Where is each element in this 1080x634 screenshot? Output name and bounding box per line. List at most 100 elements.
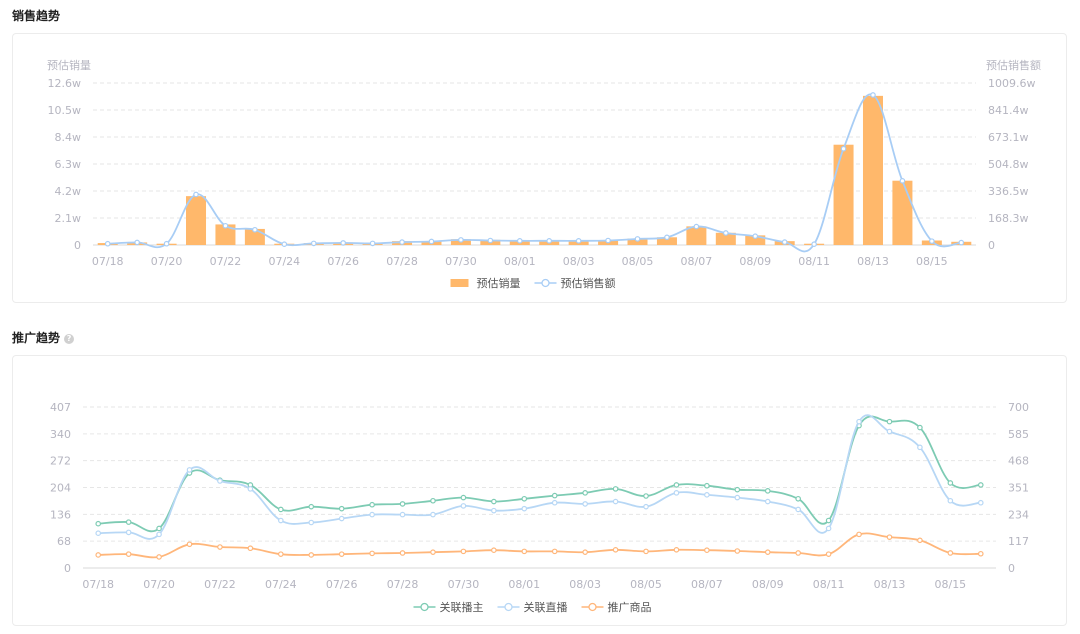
bar (186, 196, 207, 245)
series-line (98, 532, 981, 559)
data-point (886, 428, 893, 435)
bar (862, 95, 883, 245)
data-point (125, 519, 132, 525)
data-point (704, 492, 710, 498)
x-tick-label: 08/03 (563, 255, 595, 268)
right-tick-label: 700 (1008, 401, 1029, 414)
data-point (430, 549, 436, 555)
data-point (704, 482, 710, 489)
right-tick-label: 468 (1008, 455, 1029, 468)
data-point (217, 544, 223, 550)
data-point (156, 525, 162, 532)
data-point (693, 223, 700, 230)
data-point (734, 494, 741, 501)
data-point (104, 240, 111, 247)
data-point (186, 467, 193, 473)
legend-marker (420, 602, 429, 612)
data-point (764, 549, 771, 555)
right-tick-label: 504.8w (988, 158, 1029, 171)
x-tick-label: 07/22 (210, 255, 242, 268)
x-tick-label: 08/09 (739, 255, 771, 268)
data-point (673, 547, 680, 553)
x-tick-label: 08/07 (681, 255, 713, 268)
data-point (551, 548, 558, 555)
data-point (840, 145, 847, 152)
data-point (977, 482, 984, 488)
data-point (612, 486, 619, 492)
data-point (369, 511, 375, 518)
data-point (340, 240, 346, 246)
data-point (369, 240, 376, 247)
x-tick-label: 08/03 (569, 578, 601, 591)
data-point (825, 551, 832, 557)
right-tick-label: 117 (1008, 535, 1029, 548)
legend-label: 预估销售额 (561, 276, 616, 290)
data-point (369, 501, 375, 508)
bar (215, 224, 236, 245)
data-point (95, 552, 102, 558)
data-point (430, 497, 436, 504)
right-axis-title: 预估销售额 (986, 58, 1041, 72)
data-point (856, 531, 862, 538)
bar (686, 226, 707, 245)
data-point (643, 493, 649, 499)
data-point (491, 507, 497, 514)
data-point (575, 238, 582, 244)
data-point (704, 547, 710, 553)
data-point (156, 531, 162, 538)
data-point (222, 222, 229, 229)
data-point (605, 237, 611, 244)
help-icon[interactable]: ? (64, 333, 75, 344)
data-point (643, 548, 649, 555)
left-tick-label: 2.1w (55, 212, 82, 225)
data-point (308, 519, 315, 526)
data-point (156, 554, 162, 560)
bar (244, 228, 265, 245)
data-point (338, 505, 345, 512)
data-point (582, 549, 588, 555)
data-point (308, 503, 315, 510)
left-tick-label: 0 (64, 562, 71, 575)
left-tick-label: 12.6w (48, 77, 82, 90)
x-tick-label: 07/24 (265, 578, 297, 591)
bar (833, 144, 854, 245)
legend-label: 预估销量 (477, 276, 521, 290)
legend-item: 推广商品 (581, 600, 652, 614)
legend-label: 关联直播 (524, 600, 568, 614)
bar (892, 180, 913, 245)
series-line (98, 414, 981, 540)
x-tick-label: 07/20 (143, 578, 175, 591)
data-point (673, 490, 680, 496)
right-tick-label: 673.1w (988, 131, 1029, 144)
left-tick-label: 10.5w (48, 104, 82, 117)
data-point (521, 548, 528, 555)
promo-section-title: 推广趋势? (12, 329, 75, 346)
data-point (886, 534, 893, 540)
data-point (491, 498, 497, 505)
x-tick-label: 08/07 (691, 578, 723, 591)
legend-item: 预估销售额 (534, 276, 616, 290)
data-point (825, 517, 832, 524)
left-tick-label: 204 (50, 482, 71, 495)
right-tick-label: 585 (1008, 428, 1029, 441)
right-tick-label: 0 (1008, 562, 1015, 575)
series-line (107, 93, 962, 253)
data-point (217, 478, 223, 484)
data-point (278, 506, 284, 513)
data-point (795, 506, 801, 513)
data-point (95, 520, 102, 527)
data-point (634, 236, 641, 242)
data-point (947, 480, 954, 486)
legend-swatch (450, 279, 469, 287)
data-point (193, 191, 199, 198)
promo-chart: 0 0 68 117 136 234 204 351 272 468 340 585 407 700 07/… (50, 401, 1029, 614)
data-point (811, 241, 817, 247)
left-tick-label: 136 (50, 508, 71, 521)
data-point (612, 498, 619, 505)
x-tick-label: 07/26 (326, 578, 358, 591)
data-point (917, 537, 923, 544)
right-tick-label: 1009.6w (988, 77, 1036, 90)
data-point (551, 492, 558, 499)
data-point (458, 237, 464, 243)
data-point (125, 551, 132, 557)
